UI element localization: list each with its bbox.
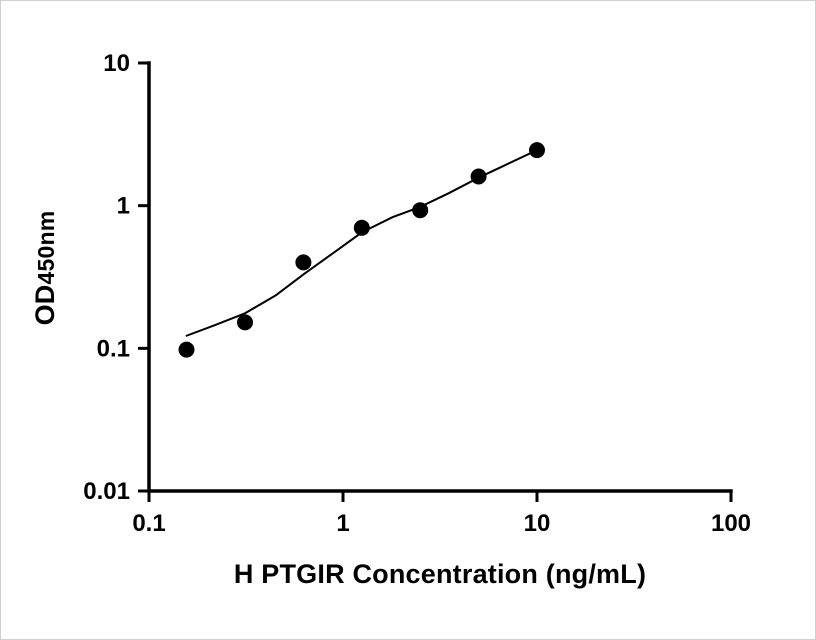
y-axis-label: OD450nm [25,118,65,418]
data-point [295,254,312,271]
y-axis-label-main: OD [30,284,60,326]
y-axis-label-sub: 450nm [33,210,59,285]
y-tick-label: 0.1 [97,335,130,362]
x-tick-label: 10 [524,510,551,537]
data-point [412,202,429,219]
data-point [529,142,545,159]
y-tick-label: 10 [103,50,130,77]
x-tick-label: 1 [336,510,349,537]
x-tick-label: 100 [711,510,751,537]
data-point [178,341,195,358]
y-tick-label: 0.01 [83,478,130,505]
data-point [353,219,370,236]
axes [147,61,733,493]
x-axis-label: H PTGIR Concentration (ng/mL) [233,559,647,589]
data-point [470,168,487,185]
data-point [237,314,253,331]
y-tick-label: 1 [117,193,130,220]
x-tick-label: 0.1 [132,510,165,537]
